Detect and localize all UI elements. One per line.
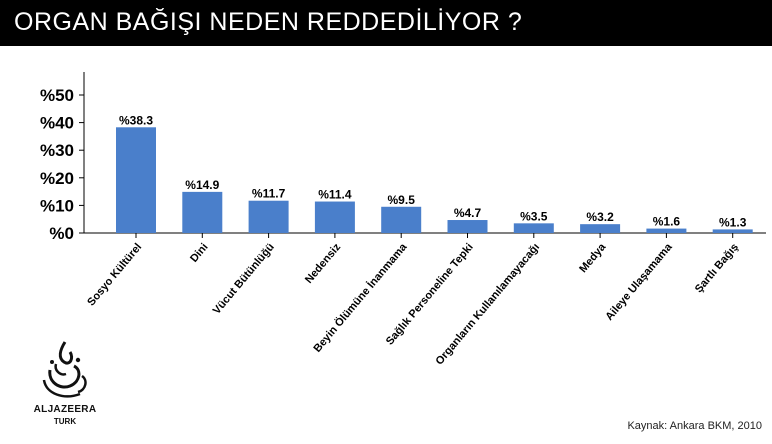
bar <box>513 223 554 233</box>
value-label: %1.6 <box>653 215 681 229</box>
y-tick-label: %0 <box>49 224 74 243</box>
source-note: Kaynak: Ankara BKM, 2010 <box>627 420 762 432</box>
bar <box>381 206 422 233</box>
aljazeera-logo: ALJAZEERA TURK <box>30 340 100 440</box>
value-label: %11.7 <box>252 187 286 201</box>
y-tick-label: %10 <box>40 196 74 215</box>
bar <box>314 201 355 233</box>
value-label: %1.3 <box>719 215 747 229</box>
chart-title: ORGAN BAĞIŞI NEDEN REDDEDİLİYOR ? <box>14 8 523 36</box>
bar <box>646 228 687 233</box>
logo-wordmark: ALJAZEERA <box>33 404 97 415</box>
bar <box>712 229 753 233</box>
category-label: Aileye Ulaşamama <box>603 241 675 323</box>
value-label: %3.2 <box>586 210 614 224</box>
value-label: %38.3 <box>119 113 153 127</box>
bar <box>447 220 488 233</box>
y-tick-label: %30 <box>40 141 74 160</box>
category-label: Medya <box>577 241 609 276</box>
value-label: %3.5 <box>520 209 548 223</box>
y-tick-label: %20 <box>40 169 74 188</box>
category-label: Şartlı Bağış <box>693 241 741 295</box>
y-tick-label: %50 <box>40 86 74 105</box>
aljazeera-calligraphy-icon <box>42 341 87 398</box>
bar <box>116 127 156 233</box>
value-label: %4.7 <box>454 206 482 220</box>
bar <box>182 191 223 233</box>
category-label: Nedensiz <box>303 241 344 286</box>
title-bar: ORGAN BAĞIŞI NEDEN REDDEDİLİYOR ? <box>0 0 772 46</box>
logo-subtitle: TURK <box>53 417 77 426</box>
y-tick-label: %40 <box>40 114 74 133</box>
bar-chart: %0 %10 %20 %30 %40 %50 %38.3 Sosyo Kültürel %14.… <box>40 72 766 367</box>
value-label: %9.5 <box>388 193 416 207</box>
bar <box>580 224 621 233</box>
category-label: Dini <box>188 241 211 265</box>
value-label: %11.4 <box>318 188 352 202</box>
value-label: %14.9 <box>185 178 219 192</box>
category-label: Vücut Bütünlüğü <box>211 241 277 317</box>
bar <box>248 200 289 233</box>
category-label: Sosyo Kültürel <box>85 241 144 308</box>
